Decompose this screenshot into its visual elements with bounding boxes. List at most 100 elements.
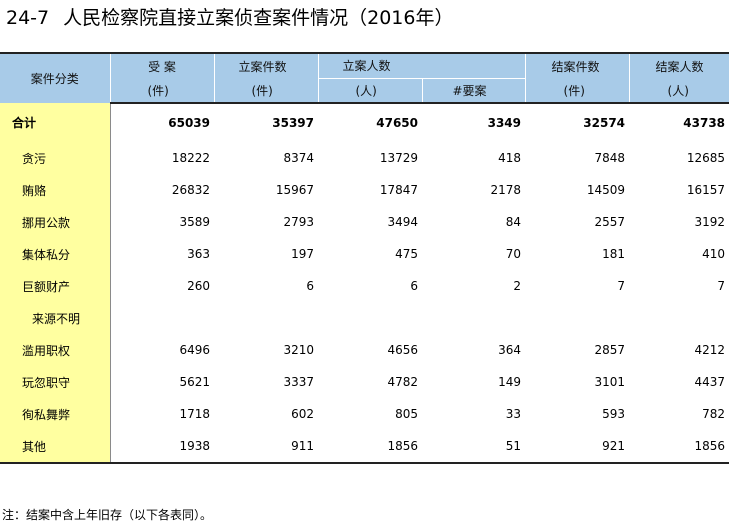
cell-accepted: 1718 <box>179 407 210 421</box>
table-row: 其他 1938 911 1856 51 921 1856 <box>0 430 729 464</box>
cell-filed-persons: 6 <box>410 279 418 293</box>
cell-filed-cases: 2793 <box>283 215 314 229</box>
cell-major-cases: 84 <box>505 215 522 229</box>
cell-accepted: 65039 <box>168 116 210 130</box>
row-category: 其他 <box>0 430 111 464</box>
table-row: 挪用公款 3589 2793 3494 84 2557 3192 <box>0 206 729 238</box>
cell-filed-persons: 13729 <box>379 151 418 165</box>
row-category: 挪用公款 <box>0 206 111 238</box>
cell-closed-cases: 3101 <box>594 375 626 389</box>
table-footnote: 注：结案中含上年旧存（以下各表同）。 <box>2 508 213 522</box>
cell-major-cases: 51 <box>422 430 526 464</box>
cell-accepted: 26832 <box>171 183 210 197</box>
cell-closed-cases: 14509 <box>586 183 626 197</box>
header-closed-persons-unit: (人) <box>629 78 729 104</box>
cell-closed-persons <box>629 302 729 334</box>
row-category: 来源不明 <box>0 302 111 334</box>
cell-major-cases: 3349 <box>487 116 522 130</box>
cell-closed-persons: 7 <box>717 279 726 293</box>
table-title-text: 人民检察院直接立案侦查案件情况（2016年） <box>63 7 454 29</box>
cell-filed-cases: 3337 <box>283 375 314 389</box>
row-category: 贿赂 <box>0 174 111 206</box>
table-row-total: 合计 65039 35397 47650 3349 32574 43738 <box>0 103 729 142</box>
header-accepted-unit: (件) <box>110 78 215 104</box>
cell-major-cases: 2178 <box>490 183 522 197</box>
table-code: 24-7 <box>6 7 50 29</box>
cell-filed-cases: 6 <box>306 279 314 293</box>
table-title: 24-7 人民检察院直接立案侦查案件情况（2016年） <box>6 4 453 32</box>
cell-accepted: 363 <box>187 247 210 261</box>
cell-accepted: 260 <box>187 279 210 293</box>
cell-major-cases <box>422 302 525 334</box>
cell-filed-cases: 15967 <box>275 183 314 197</box>
header-closed-persons: 结案人数 <box>629 52 729 78</box>
cell-major-cases: 418 <box>498 151 522 165</box>
header-category: 案件分类 <box>0 52 111 103</box>
cell-major-cases: 149 <box>498 375 522 389</box>
cell-filed-persons: 4656 <box>387 343 418 357</box>
cell-closed-persons: 782 <box>702 407 726 421</box>
header-accepted: 受 案 <box>110 52 215 78</box>
cell-closed-persons: 4437 <box>694 375 726 389</box>
cell-closed-cases: 2557 <box>594 215 626 229</box>
cell-filed-cases: 35397 <box>272 116 314 130</box>
row-category: 合计 <box>0 103 111 142</box>
statistics-table: 案件分类 受 案 立案件数 立案人数 结案件数 结案人数 (件) (件) (人)… <box>0 52 729 464</box>
cell-filed-persons: 4782 <box>387 375 418 389</box>
cell-closed-cases: 7848 <box>594 151 626 165</box>
row-category: 贪污 <box>0 142 111 174</box>
header-filed-persons: 立案人数 <box>318 52 526 78</box>
cell-filed-cases: 3210 <box>283 343 314 357</box>
header-major-cases: #要案 <box>422 77 526 104</box>
table-row: 来源不明 <box>0 302 729 334</box>
cell-closed-persons: 12685 <box>686 151 726 165</box>
cell-accepted: 5621 <box>179 375 210 389</box>
cell-major-cases: 2 <box>513 279 522 293</box>
cell-filed-persons: 805 <box>395 407 418 421</box>
row-category: 巨额财产 <box>0 270 111 302</box>
cell-filed-persons: 47650 <box>376 116 418 130</box>
table-row: 贿赂 26832 15967 17847 2178 14509 16157 <box>0 174 729 206</box>
header-closed-cases: 结案件数 <box>525 52 630 78</box>
cell-filed-cases: 8374 <box>283 151 314 165</box>
table-row: 徇私舞弊 1718 602 805 33 593 782 <box>0 398 729 430</box>
cell-closed-cases: 921 <box>525 430 630 464</box>
cell-closed-cases: 181 <box>602 247 626 261</box>
header-filed-persons-unit: (人) <box>318 77 423 104</box>
cell-closed-cases: 7 <box>617 279 626 293</box>
cell-closed-persons: 410 <box>702 247 726 261</box>
table-row: 集体私分 363 197 475 70 181 410 <box>0 238 729 270</box>
table-row: 玩忽职守 5621 3337 4782 149 3101 4437 <box>0 366 729 398</box>
header-filed-cases-unit: (件) <box>214 78 319 104</box>
cell-major-cases: 364 <box>498 343 522 357</box>
cell-closed-persons: 4212 <box>694 343 726 357</box>
cell-accepted: 1938 <box>110 430 214 464</box>
row-category: 滥用职权 <box>0 334 111 366</box>
cell-accepted <box>110 302 214 334</box>
cell-filed-cases <box>214 302 318 334</box>
cell-filed-persons: 3494 <box>387 215 418 229</box>
header-filed-cases: 立案件数 <box>214 52 319 78</box>
cell-closed-persons: 3192 <box>694 215 726 229</box>
cell-major-cases: 70 <box>505 247 522 261</box>
row-category: 徇私舞弊 <box>0 398 111 430</box>
cell-accepted: 6496 <box>179 343 210 357</box>
cell-filed-persons: 475 <box>395 247 418 261</box>
cell-accepted: 18222 <box>171 151 210 165</box>
cell-closed-cases <box>525 302 629 334</box>
table-row: 巨额财产 260 6 6 2 7 7 <box>0 270 729 302</box>
table-row: 滥用职权 6496 3210 4656 364 2857 4212 <box>0 334 729 366</box>
row-category: 玩忽职守 <box>0 366 111 398</box>
cell-accepted: 3589 <box>179 215 210 229</box>
cell-closed-cases: 593 <box>602 407 626 421</box>
row-category: 集体私分 <box>0 238 111 270</box>
cell-major-cases: 33 <box>505 407 522 421</box>
cell-filed-cases: 911 <box>214 430 318 464</box>
header-unit-row: (件) (件) (人) #要案 (件) (人) <box>0 77 729 104</box>
cell-closed-cases: 32574 <box>583 116 626 130</box>
cell-filed-persons: 17847 <box>379 183 418 197</box>
cell-filed-persons: 1856 <box>318 430 422 464</box>
cell-filed-persons <box>318 302 422 334</box>
header-row: 案件分类 受 案 立案件数 立案人数 结案件数 结案人数 <box>0 52 729 103</box>
header-closed-cases-unit: (件) <box>525 78 630 104</box>
